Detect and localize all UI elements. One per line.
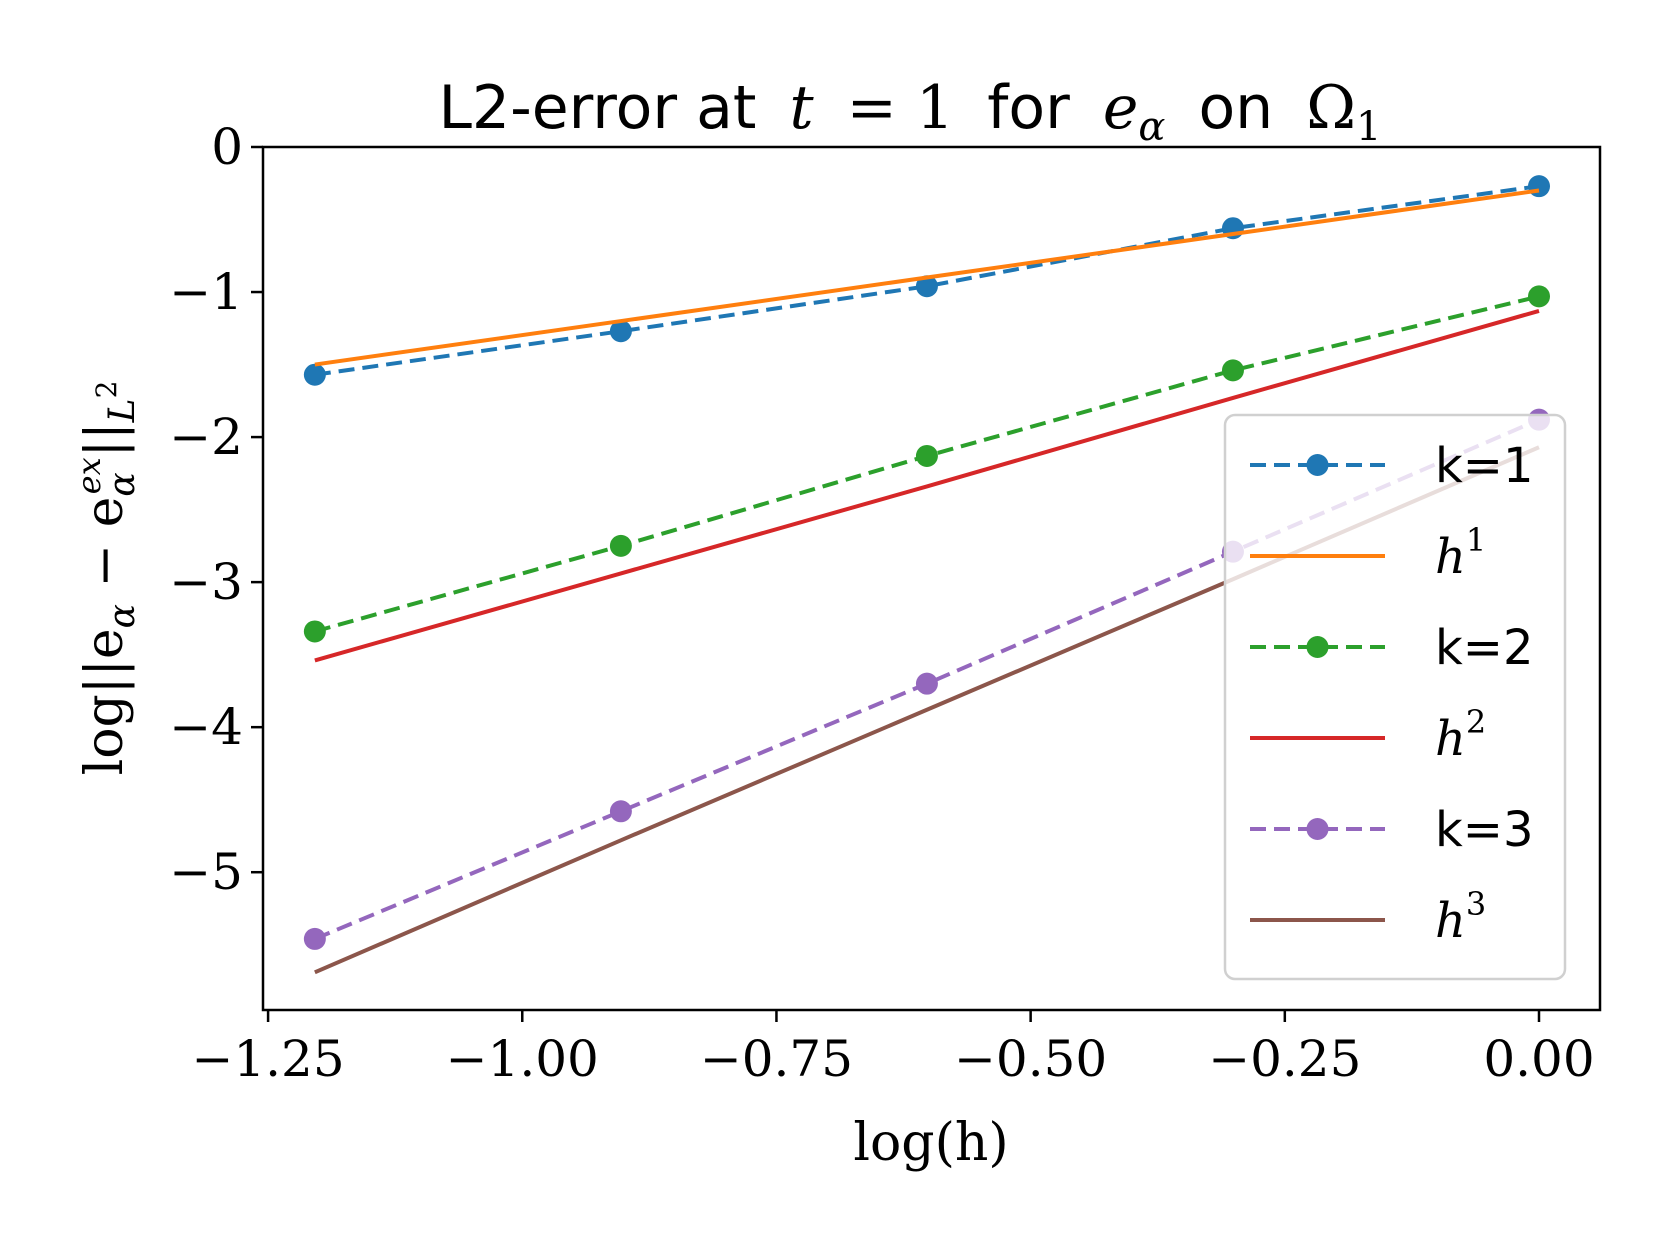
x-tick-label: 0.00 bbox=[1483, 1030, 1594, 1088]
chart-title: L2-error at t = 1 for eα on Ω1 bbox=[439, 73, 1382, 155]
legend-label-k1: k=1 bbox=[1435, 438, 1534, 494]
data-point-k1 bbox=[609, 320, 632, 343]
y-tick-label: −4 bbox=[169, 698, 243, 756]
legend-marker-k2 bbox=[1306, 636, 1329, 658]
data-point-k3 bbox=[915, 672, 938, 695]
legend-label-h3: h3 bbox=[1435, 885, 1486, 949]
x-tick-label: −0.50 bbox=[954, 1030, 1107, 1088]
y-axis-label: log||eα − eαex||L2 bbox=[70, 381, 143, 776]
data-point-k2 bbox=[609, 534, 632, 557]
x-tick-label: −1.25 bbox=[191, 1030, 344, 1088]
legend-label-h2: h2 bbox=[1435, 703, 1486, 767]
series-line-k1 bbox=[314, 184, 1540, 377]
plot-area bbox=[261, 145, 1602, 1012]
y-axis: 0 −1 −2 −3 −4 −5 bbox=[169, 118, 263, 901]
series-line-h1 bbox=[314, 188, 1540, 367]
legend-label-k3: k=3 bbox=[1435, 802, 1534, 858]
x-tick-label: −0.25 bbox=[1208, 1030, 1361, 1088]
data-point-k2 bbox=[1527, 285, 1550, 308]
y-tick-label: −5 bbox=[169, 843, 243, 901]
legend-box bbox=[1223, 413, 1567, 981]
y-tick-label: −2 bbox=[169, 408, 243, 466]
data-point-k1 bbox=[915, 275, 938, 298]
legend-marker-k3 bbox=[1306, 818, 1329, 840]
x-axis-label: log(h) bbox=[853, 1113, 1008, 1173]
data-point-k1 bbox=[1527, 175, 1550, 198]
data-point-k2 bbox=[303, 620, 326, 643]
data-point-k3 bbox=[303, 927, 326, 950]
y-tick-label: 0 bbox=[211, 118, 243, 176]
y-tick-label: −1 bbox=[169, 263, 243, 321]
data-point-k3 bbox=[609, 800, 632, 823]
data-point-k2 bbox=[1221, 359, 1244, 382]
legend-label-h1: h1 bbox=[1435, 521, 1486, 585]
legend-label-k2: k=2 bbox=[1435, 620, 1534, 676]
series-line-h2 bbox=[314, 308, 1540, 663]
series-layer bbox=[303, 175, 1550, 975]
x-tick-label: −1.00 bbox=[446, 1030, 599, 1088]
data-point-k1 bbox=[303, 363, 326, 386]
x-tick-label: −0.75 bbox=[700, 1030, 853, 1088]
data-point-k2 bbox=[915, 444, 938, 467]
x-axis: −1.25 −1.00 −0.75 −0.50 −0.25 0.00 bbox=[191, 1010, 1595, 1088]
legend: k=1 h1 k=2 h2 k=3 h3 bbox=[1223, 413, 1567, 981]
y-tick-label: −3 bbox=[169, 553, 243, 611]
legend-marker-k1 bbox=[1306, 454, 1329, 476]
